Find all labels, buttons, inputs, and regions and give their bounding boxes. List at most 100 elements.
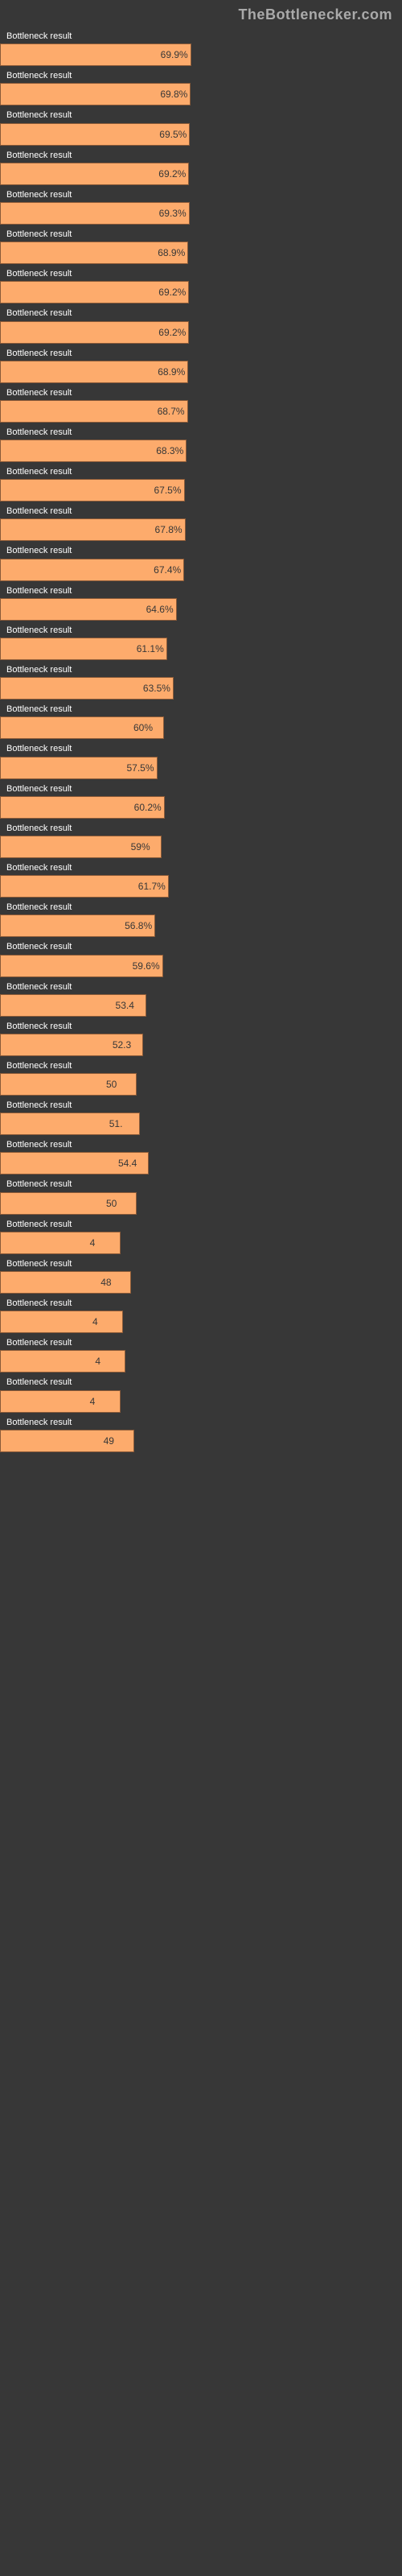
- bar-track: 68.9%: [0, 361, 402, 383]
- row-label: Bottleneck result: [0, 1017, 402, 1034]
- chart-row: Bottleneck result 4: [0, 1373, 402, 1412]
- bar-value: 51.: [109, 1118, 123, 1129]
- bar-track: 69.5%: [0, 123, 402, 146]
- bar-value: 64.6%: [146, 604, 174, 615]
- row-label: Bottleneck result: [0, 1333, 402, 1350]
- bar-track: 4: [0, 1311, 402, 1333]
- bar-track: 52.3: [0, 1034, 402, 1056]
- bar-value: 69.2%: [158, 327, 186, 338]
- chart-row: Bottleneck result 64.6%: [0, 581, 402, 621]
- row-label: Bottleneck result: [0, 1413, 402, 1430]
- bar-value: 61.7%: [138, 881, 166, 892]
- bar-value: 48: [100, 1277, 111, 1288]
- chart-row: Bottleneck result53.4: [0, 977, 402, 1017]
- bar-value: 68.3%: [156, 445, 183, 456]
- row-label: Bottleneck result: [0, 858, 402, 875]
- bar-track: 49: [0, 1430, 402, 1452]
- row-label: Bottleneck result: [0, 303, 402, 320]
- chart-row: Bottleneck result 49: [0, 1413, 402, 1452]
- bottleneck-chart: Bottleneck result69.9%Bottleneck result6…: [0, 27, 402, 1468]
- chart-row: Bottleneck result 52.3: [0, 1017, 402, 1056]
- chart-row: Bottleneck result 4: [0, 1215, 402, 1254]
- bar-track: 60.2%: [0, 796, 402, 819]
- chart-row: Bottleneck result 61.7%: [0, 858, 402, 898]
- row-label: Bottleneck result: [0, 739, 402, 756]
- row-label: Bottleneck result: [0, 383, 402, 400]
- bar-value: 60%: [133, 722, 153, 733]
- bar-value: 59%: [131, 841, 150, 852]
- bar-fill: [0, 1271, 131, 1294]
- bar-track: 67.5%: [0, 479, 402, 502]
- bar-value: 4: [90, 1396, 96, 1407]
- bar-track: 69.9%: [0, 43, 402, 66]
- chart-row: Bottleneck result 4: [0, 1333, 402, 1373]
- bar-value: 69.2%: [158, 287, 186, 298]
- bar-value: 49: [104, 1435, 114, 1447]
- bar-value: 52.3: [113, 1039, 131, 1051]
- bar-fill: [0, 1311, 123, 1333]
- chart-row: Bottleneck result60%: [0, 700, 402, 739]
- bar-track: 50: [0, 1192, 402, 1215]
- bar-value: 60.2%: [134, 802, 162, 813]
- chart-row: Bottleneck result69.2%: [0, 146, 402, 185]
- chart-row: Bottleneck result69.8%: [0, 66, 402, 105]
- bar-value: 57.5%: [127, 762, 154, 774]
- bar-track: 57.5%: [0, 757, 402, 779]
- chart-row: Bottleneck result59.6%: [0, 937, 402, 976]
- bar-value: 4: [95, 1356, 100, 1367]
- row-label: Bottleneck result: [0, 1373, 402, 1389]
- bar-track: 4: [0, 1350, 402, 1373]
- chart-row: Bottleneck result 57.5%: [0, 739, 402, 778]
- bar-value: 67.8%: [155, 524, 183, 535]
- bar-track: 59%: [0, 836, 402, 858]
- bar-track: 4: [0, 1232, 402, 1254]
- bar-track: 69.3%: [0, 202, 402, 225]
- bar-value: 67.5%: [154, 485, 182, 496]
- row-label: Bottleneck result: [0, 1294, 402, 1311]
- row-label: Bottleneck result: [0, 146, 402, 163]
- chart-row: Bottleneck result60.2%: [0, 779, 402, 819]
- row-label: Bottleneck result: [0, 185, 402, 202]
- bar-value: 50: [106, 1079, 117, 1090]
- chart-row: Bottleneck result 4: [0, 1294, 402, 1333]
- row-label: Bottleneck result: [0, 581, 402, 598]
- bar-fill: [0, 1350, 125, 1373]
- row-label: Bottleneck result: [0, 1215, 402, 1232]
- bar-value: 61.1%: [137, 643, 164, 654]
- bar-track: 69.2%: [0, 321, 402, 344]
- chart-row: Bottleneck result 68.7%: [0, 383, 402, 423]
- bar-value: 56.8%: [125, 920, 152, 931]
- bar-value: 68.9%: [158, 247, 185, 258]
- row-label: Bottleneck result: [0, 621, 402, 638]
- bar-value: 4: [90, 1237, 96, 1249]
- bar-value: 50: [106, 1198, 117, 1209]
- bar-track: 54.4: [0, 1152, 402, 1174]
- bar-value: 69.5%: [159, 129, 187, 140]
- row-label: Bottleneck result: [0, 898, 402, 914]
- row-label: Bottleneck result: [0, 1174, 402, 1191]
- logo-text: TheBottlenecker.com: [238, 6, 392, 23]
- bar-value: 68.7%: [158, 406, 185, 417]
- logo-area: TheBottlenecker.com: [0, 0, 402, 27]
- chart-row: Bottleneck result48: [0, 1254, 402, 1294]
- chart-row: Bottleneck result 50: [0, 1056, 402, 1096]
- bar-value: 59.6%: [133, 960, 160, 972]
- bar-track: 50: [0, 1073, 402, 1096]
- bar-track: 56.8%: [0, 914, 402, 937]
- row-label: Bottleneck result: [0, 105, 402, 122]
- bar-value: 4: [92, 1316, 98, 1327]
- bar-track: 69.8%: [0, 83, 402, 105]
- bar-track: 53.4: [0, 994, 402, 1017]
- bar-track: 61.1%: [0, 638, 402, 660]
- chart-row: Bottleneck result54.4: [0, 1135, 402, 1174]
- bar-track: 64.6%: [0, 598, 402, 621]
- bar-track: 69.2%: [0, 163, 402, 185]
- chart-row: Bottleneck result 56.8%: [0, 898, 402, 937]
- bar-value: 54.4: [118, 1158, 137, 1169]
- row-label: Bottleneck result: [0, 977, 402, 994]
- bar-value: 69.8%: [160, 89, 187, 100]
- bar-track: 67.8%: [0, 518, 402, 541]
- row-label: Bottleneck result: [0, 819, 402, 836]
- row-label: Bottleneck result: [0, 502, 402, 518]
- row-label: Bottleneck result: [0, 1056, 402, 1073]
